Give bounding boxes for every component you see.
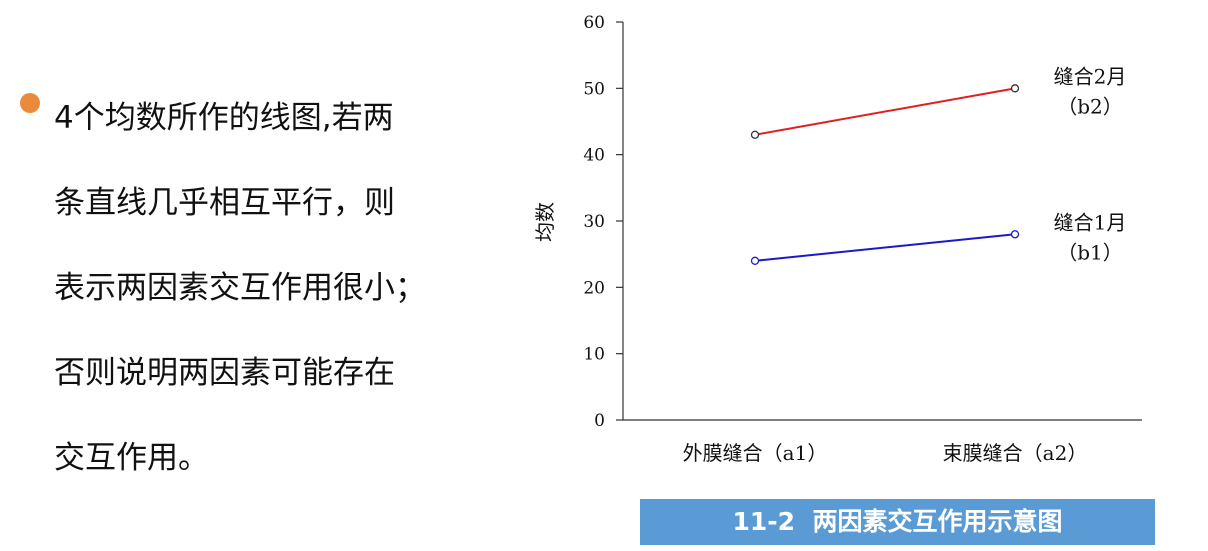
y-tick-label: 0 [594, 411, 605, 431]
data-point [750, 130, 760, 139]
series-lines: 缝合2月 （b2） 缝合1月 （b1） [750, 64, 1127, 265]
y-tick-label: 10 [583, 345, 605, 365]
series-name-label: 缝合1月 [1054, 210, 1127, 234]
bullet-line-5: 交互作用。 [54, 440, 209, 476]
y-tick-label: 50 [583, 79, 605, 99]
series-name-label: 缝合2月 [1054, 64, 1127, 88]
y-axis-label: 均数 [533, 202, 557, 242]
series-line [754, 87, 1016, 136]
x-category-label: 外膜缝合（a1） [683, 441, 828, 465]
data-point [750, 256, 760, 265]
y-tick-label: 30 [583, 212, 605, 232]
data-point [1010, 84, 1020, 93]
x-category-label: 束膜缝合（a2） [943, 441, 1088, 465]
y-ticks: 0 10 20 30 40 50 60 [583, 13, 623, 431]
y-tick-label: 40 [583, 146, 605, 166]
series-sub-label: （b2） [1057, 94, 1123, 118]
chart-caption: 11-2 两因素交互作用示意图 [640, 499, 1155, 545]
series-sub-label: （b1） [1057, 240, 1123, 264]
series-line [754, 233, 1016, 262]
bullet-line-3: 表示两因素交互作用很小； [54, 270, 426, 306]
bullet-line-1: 4个均数所作的线图,若两 [54, 100, 394, 136]
y-tick-label: 20 [583, 278, 605, 298]
bullet-text: 4个均数所作的线图,若两 条直线几乎相互平行，则 表示两因素交互作用很小； 否则… [54, 76, 474, 501]
y-tick-label: 60 [583, 13, 605, 33]
bullet-dot [20, 93, 40, 113]
bullet-line-2: 条直线几乎相互平行，则 [54, 185, 395, 221]
x-categories: 外膜缝合（a1） 束膜缝合（a2） [683, 441, 1088, 465]
bullet-line-4: 否则说明两因素可能存在 [54, 355, 395, 391]
data-point [1010, 230, 1020, 239]
